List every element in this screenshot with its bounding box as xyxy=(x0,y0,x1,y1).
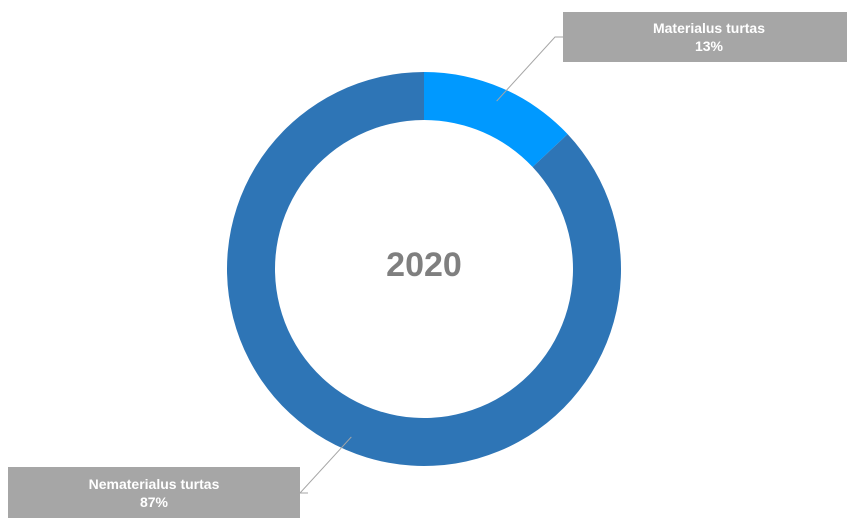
center-label: 2020 xyxy=(386,246,462,284)
data-label-value: 87% xyxy=(139,493,169,510)
leader-lines xyxy=(298,36,563,494)
data-label-materialus-turtas: Materialus turtas 13% xyxy=(563,12,847,62)
data-label-value: 13% xyxy=(694,38,724,54)
leader-line-materialus-turtas xyxy=(496,36,563,102)
data-label-category: Materialus turtas xyxy=(652,20,766,36)
leader-line-nematerialus-turtas xyxy=(298,436,352,494)
slice-materialus-turtas xyxy=(424,72,568,168)
donut-slices xyxy=(226,72,621,467)
data-label-category: Nematerialus turtas xyxy=(88,475,220,492)
data-label-nematerialus-turtas: Nematerialus turtas 87% xyxy=(8,467,300,518)
